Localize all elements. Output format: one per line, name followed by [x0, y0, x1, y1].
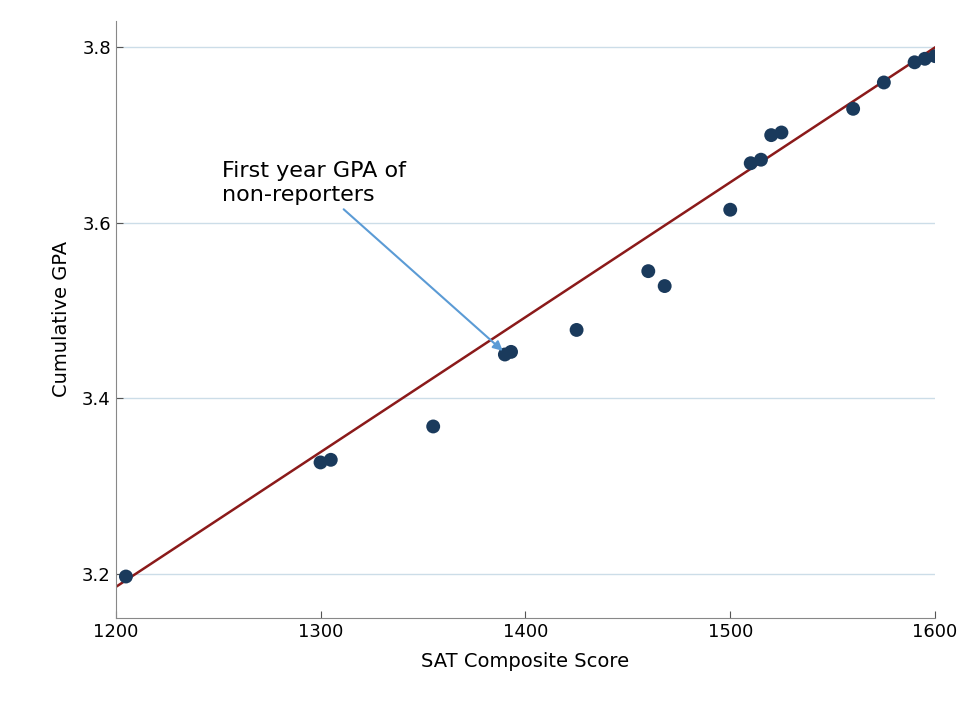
Point: [497, 349, 513, 360]
X-axis label: SAT Composite Score: SAT Composite Score: [421, 651, 629, 670]
Point: [845, 103, 861, 114]
Point: [503, 346, 519, 357]
Point: [640, 265, 656, 277]
Point: [876, 77, 892, 88]
Point: [917, 53, 932, 65]
Text: First year GPA of
non-reporters: First year GPA of non-reporters: [222, 161, 501, 350]
Point: [927, 51, 943, 62]
Point: [323, 454, 338, 465]
Point: [656, 281, 672, 292]
Point: [753, 154, 768, 166]
Point: [312, 457, 328, 468]
Point: [743, 158, 759, 169]
Point: [425, 421, 441, 432]
Point: [722, 204, 737, 216]
Point: [119, 571, 134, 582]
Point: [907, 57, 923, 68]
Point: [569, 324, 584, 336]
Point: [774, 127, 790, 138]
Y-axis label: Cumulative GPA: Cumulative GPA: [52, 241, 71, 397]
Point: [763, 130, 779, 141]
